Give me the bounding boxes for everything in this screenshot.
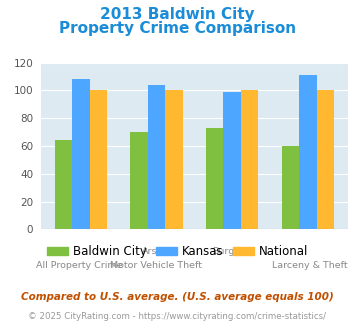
Text: Property Crime Comparison: Property Crime Comparison: [59, 21, 296, 36]
Text: Arson: Arson: [142, 248, 170, 256]
Text: Burglary: Burglary: [213, 248, 253, 256]
Bar: [282, 146, 299, 229]
Bar: [89, 90, 107, 229]
Bar: [224, 92, 241, 229]
Bar: [148, 85, 165, 229]
Bar: [130, 132, 148, 229]
Bar: [55, 141, 72, 229]
Bar: [317, 90, 334, 229]
Text: Motor Vehicle Theft: Motor Vehicle Theft: [110, 261, 202, 270]
Text: 2013 Baldwin City: 2013 Baldwin City: [100, 7, 255, 22]
Bar: [299, 75, 317, 229]
Bar: [72, 79, 89, 229]
Bar: [165, 90, 182, 229]
Text: Larceny & Theft: Larceny & Theft: [272, 261, 347, 270]
Legend: Baldwin City, Kansas, National: Baldwin City, Kansas, National: [42, 241, 313, 263]
Bar: [206, 128, 224, 229]
Text: Compared to U.S. average. (U.S. average equals 100): Compared to U.S. average. (U.S. average …: [21, 292, 334, 302]
Text: All Property Crime: All Property Crime: [36, 261, 122, 270]
Text: © 2025 CityRating.com - https://www.cityrating.com/crime-statistics/: © 2025 CityRating.com - https://www.city…: [28, 312, 327, 321]
Bar: [241, 90, 258, 229]
